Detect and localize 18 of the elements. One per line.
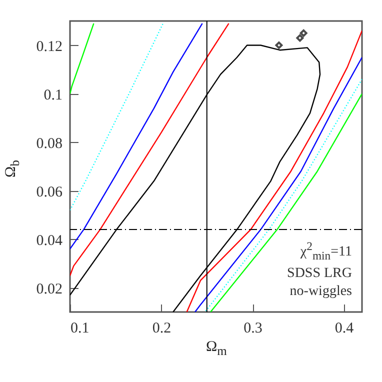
line-series bbox=[70, 22, 164, 211]
y-tick-label: 0.02 bbox=[36, 281, 62, 298]
y-tick-label: 0.04 bbox=[36, 232, 63, 249]
y-tick-label: 0.08 bbox=[36, 136, 62, 152]
x-tick-label: 0.1 bbox=[70, 320, 90, 336]
x-tick-label: 0.2 bbox=[152, 320, 172, 336]
annotation: SDSS LRG bbox=[287, 265, 352, 284]
y-tick-label: 0.12 bbox=[36, 38, 62, 55]
x-axis-title: Ω$_{m}$ bbox=[206, 339, 227, 358]
x-tick-label: 0.3 bbox=[244, 320, 262, 336]
x-tick-label: 0.4 bbox=[334, 320, 354, 336]
line-series bbox=[70, 22, 230, 276]
annotation: no-wiggles bbox=[288, 283, 352, 302]
line-series bbox=[70, 22, 203, 250]
annotation: χ$^{2}$$_{min}$=11 bbox=[299, 239, 352, 264]
line-series bbox=[70, 22, 94, 94]
y-tick-label: 0.06 bbox=[36, 184, 63, 200]
y-tick-label: 0.1 bbox=[44, 87, 62, 104]
